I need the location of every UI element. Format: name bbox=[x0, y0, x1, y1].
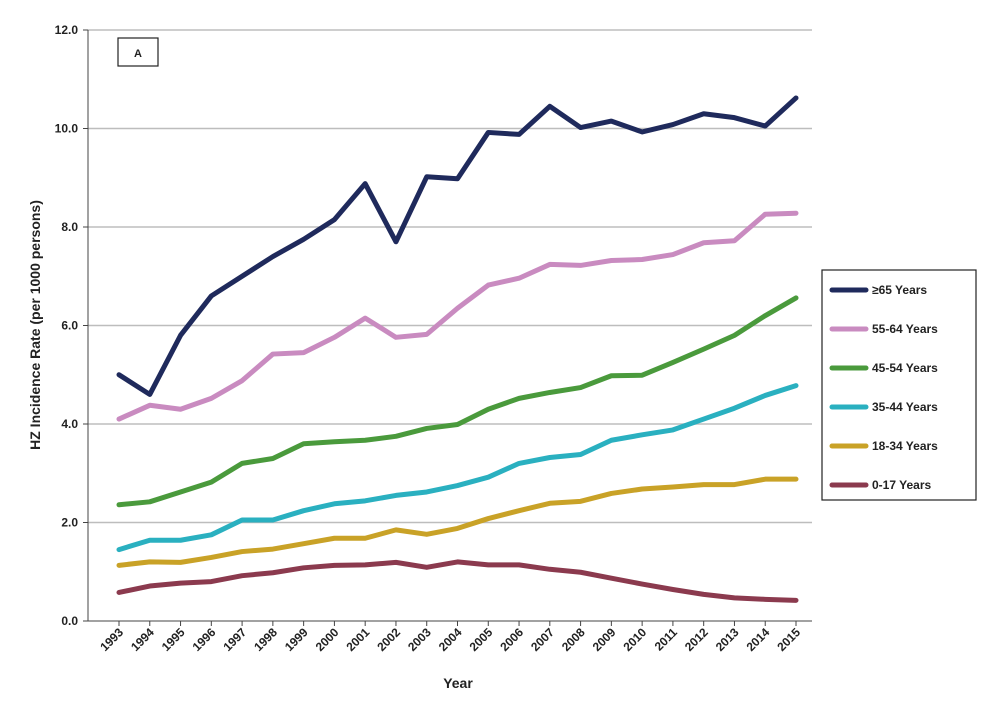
x-tick-label: 1996 bbox=[190, 625, 219, 654]
y-tick-label: 0.0 bbox=[61, 614, 78, 628]
x-tick-label: 2004 bbox=[436, 625, 465, 654]
x-tick-label: 1999 bbox=[282, 625, 311, 654]
x-tick-label: 2011 bbox=[652, 625, 681, 654]
series-line-3 bbox=[116, 383, 799, 553]
series-line-5 bbox=[116, 559, 799, 603]
x-axis-label: Year bbox=[443, 675, 473, 691]
y-tick-label: 4.0 bbox=[61, 417, 78, 431]
y-tick-label: 6.0 bbox=[61, 319, 78, 333]
x-tick-label: 1997 bbox=[220, 625, 249, 654]
legend-box bbox=[821, 269, 977, 501]
x-tick-label: 2000 bbox=[313, 625, 342, 654]
x-tick-label: 2008 bbox=[559, 625, 588, 654]
x-tick-label: 2009 bbox=[590, 625, 619, 654]
y-tick-label: 10.0 bbox=[55, 122, 79, 136]
legend-label: 55-64 Years bbox=[872, 322, 938, 336]
y-tick-label: 12.0 bbox=[55, 23, 79, 37]
series-line-1 bbox=[116, 210, 799, 422]
y-axis-label: HZ Incidence Rate (per 1000 persons) bbox=[27, 200, 43, 450]
x-tick-label: 2003 bbox=[405, 625, 434, 654]
legend-label: 0-17 Years bbox=[872, 478, 931, 492]
x-tick-label: 2012 bbox=[682, 625, 711, 654]
x-tick-label: 2010 bbox=[620, 625, 649, 654]
x-tick-label: 1995 bbox=[159, 625, 188, 654]
x-tick-label: 2005 bbox=[467, 625, 496, 654]
panel-label-box bbox=[117, 37, 159, 67]
x-tick-label: 2015 bbox=[774, 625, 803, 654]
x-tick-label: 2007 bbox=[528, 625, 557, 654]
x-tick-label: 2013 bbox=[713, 625, 742, 654]
x-tick-label: 2001 bbox=[344, 625, 373, 654]
legend-label: 35-44 Years bbox=[872, 400, 938, 414]
x-tick-label: 1993 bbox=[97, 625, 126, 654]
y-tick-label: 2.0 bbox=[61, 516, 78, 530]
y-tick-label: 8.0 bbox=[61, 220, 78, 234]
legend-label: ≥65 Years bbox=[872, 283, 927, 297]
panel-label: A bbox=[134, 48, 142, 60]
x-tick-label: 2014 bbox=[744, 625, 773, 654]
legend-label: 45-54 Years bbox=[872, 361, 938, 375]
x-tick-label: 1998 bbox=[251, 625, 280, 654]
series-line-2 bbox=[116, 295, 799, 508]
x-tick-label: 2002 bbox=[374, 625, 403, 654]
legend-label: 18-34 Years bbox=[872, 439, 938, 453]
x-tick-label: 2006 bbox=[497, 625, 526, 654]
x-tick-label: 1994 bbox=[128, 625, 157, 654]
